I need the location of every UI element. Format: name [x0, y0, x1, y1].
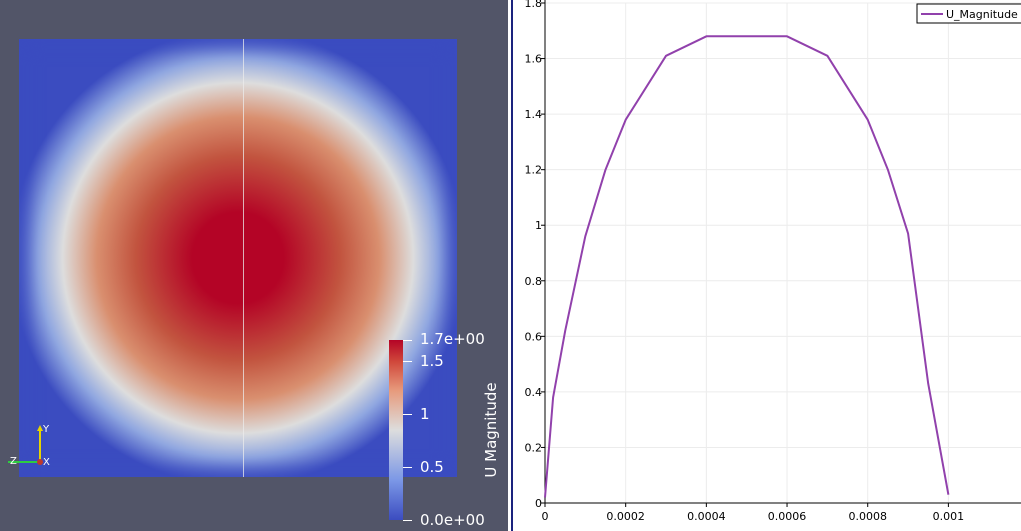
- chart-legend[interactable]: U_Magnitude: [916, 3, 1021, 24]
- series-line-u_magnitude: [544, 35, 950, 498]
- y-tick-label: 1.8: [525, 0, 543, 10]
- chart-axes: [544, 0, 1021, 504]
- color-legend-bar: [389, 340, 403, 520]
- chart-series: [544, 35, 950, 498]
- axis-y-label: Y: [42, 424, 50, 435]
- color-legend-tick: [403, 361, 412, 362]
- plot-over-line-probe: [243, 39, 244, 477]
- x-tick-label: 0.0006: [768, 510, 807, 523]
- color-legend-tick-label: 1: [420, 405, 430, 423]
- color-legend-title: U Magnitude: [482, 382, 500, 478]
- velocity-magnitude-field: [19, 39, 457, 477]
- color-legend-max-label: 1.7e+00: [420, 330, 485, 348]
- color-legend-end-tick: [403, 340, 412, 341]
- x-tick-label: 0.001: [933, 510, 965, 523]
- y-tick-label: 1.6: [525, 53, 543, 66]
- y-tick-label: 0.8: [525, 275, 543, 288]
- orientation-axes-icon: Y X Z: [8, 424, 50, 468]
- color-legend-tick: [403, 467, 412, 468]
- x-tick-label: 0.0008: [848, 510, 887, 523]
- chart-ticks: 0 0.2 0.4 0.6 0.8 1 1.2 1.4 1.6 1.8 0 0.0002 0.0004 0…: [525, 0, 965, 523]
- color-legend-tick-label: 0.5: [420, 458, 444, 476]
- axis-z-label: Z: [10, 456, 17, 467]
- y-tick-label: 1: [535, 219, 542, 232]
- active-view-border: [511, 0, 513, 531]
- y-tick-label: 0.2: [525, 441, 543, 454]
- y-tick-label: 1.2: [525, 164, 543, 177]
- color-legend-min-label: 0.0e+00: [420, 511, 485, 529]
- x-tick-label: 0.0002: [606, 510, 645, 523]
- x-tick-label: 0: [542, 510, 549, 523]
- y-tick-label: 1.4: [525, 108, 543, 121]
- color-legend-tick: [403, 414, 412, 415]
- line-chart-view[interactable]: 0 0.2 0.4 0.6 0.8 1 1.2 1.4 1.6 1.8 0 0.0002 0.0004 0…: [513, 0, 1021, 531]
- view-splitter[interactable]: [508, 0, 512, 531]
- color-legend-end-tick: [403, 520, 412, 521]
- chart-grid: [544, 2, 1021, 504]
- axis-x-label: X: [43, 457, 50, 468]
- y-tick-label: 0: [535, 497, 542, 510]
- x-tick-label: 0.0004: [687, 510, 726, 523]
- y-tick-label: 0.6: [525, 330, 543, 343]
- legend-box: [916, 3, 1021, 24]
- render-view[interactable]: 1.5 1 0.5 1.7e+00 0.0e+00 U Magnitude Y X …: [0, 0, 508, 531]
- legend-label: U_Magnitude: [946, 8, 1018, 21]
- color-legend-tick-label: 1.5: [420, 352, 444, 370]
- y-tick-label: 0.4: [525, 386, 543, 399]
